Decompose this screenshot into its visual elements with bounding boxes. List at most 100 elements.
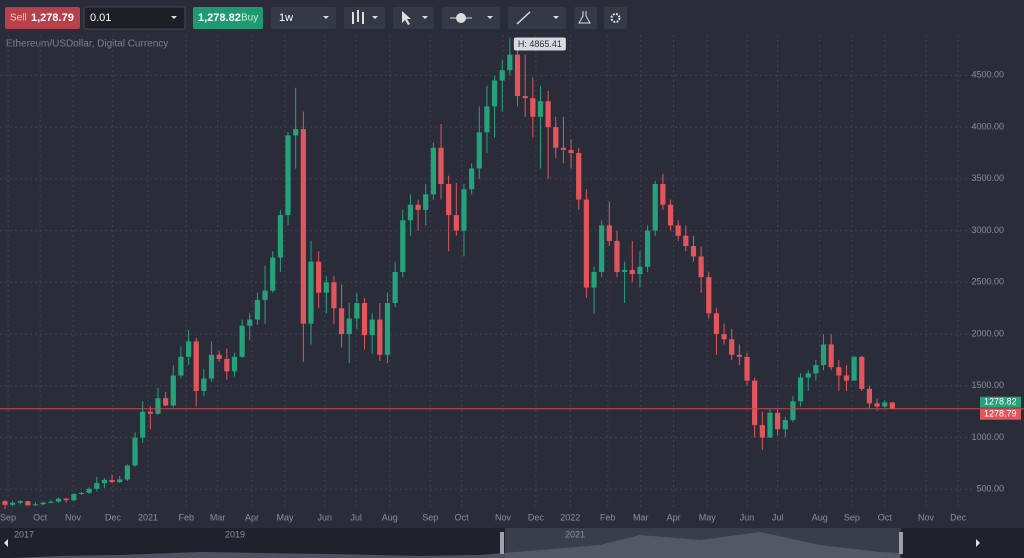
candle-body (415, 204, 421, 210)
candle-body (744, 356, 750, 381)
lot-input[interactable] (83, 6, 186, 30)
candle-body (499, 70, 505, 81)
candle-body (591, 271, 597, 288)
flask-icon (578, 11, 591, 24)
candle-body (637, 266, 643, 275)
x-tick-label: Sep (0, 512, 16, 522)
candle-body (254, 299, 261, 320)
high-callout: H: 4865.41 (518, 39, 562, 49)
candle-body (331, 282, 337, 309)
candle-body (63, 498, 69, 501)
candle-body (32, 504, 39, 506)
candle-body (782, 419, 788, 430)
candle-body (729, 339, 735, 355)
candle-body (568, 149, 574, 153)
gear-icon (610, 13, 621, 23)
indicators-button[interactable] (574, 7, 597, 29)
candle-body (117, 479, 123, 483)
candle-body (25, 501, 31, 506)
candle-body (346, 318, 352, 335)
candle-body (721, 334, 727, 340)
candle-body (438, 147, 444, 185)
candle-body (576, 152, 582, 200)
x-tick-label: Apr (667, 512, 681, 522)
candle-body (193, 341, 199, 391)
cursor-button[interactable] (393, 7, 434, 29)
candle-body (377, 319, 383, 355)
candle-body (889, 402, 895, 409)
candle-body (545, 101, 551, 128)
ask-label: 1278.82 (984, 397, 1017, 407)
y-tick-label: 1000.00 (971, 432, 1004, 442)
candle-body (805, 373, 811, 378)
candle-body (813, 365, 819, 374)
candle-body (629, 269, 635, 275)
candle-body (469, 168, 475, 190)
candle-body (446, 184, 452, 216)
draw-button[interactable] (508, 7, 566, 29)
x-tick-label: Mar (210, 512, 226, 522)
caret (487, 16, 493, 19)
buy-label: Buy (241, 13, 258, 24)
ask-label-bg (980, 396, 1021, 408)
y-tick-label: 2500.00 (971, 277, 1004, 287)
x-tick-label: Apr (245, 512, 259, 522)
candle-body (484, 106, 490, 133)
buy-button[interactable] (193, 7, 263, 29)
candle-body (453, 215, 459, 231)
candle-body (109, 479, 115, 483)
instrument-name: Ethereum/USDollar, Digital Currency (6, 39, 168, 50)
navigator-handle[interactable] (500, 532, 504, 554)
sell-price: 1,278.79 (31, 12, 74, 24)
candle-body (338, 308, 345, 335)
candle-body (675, 225, 681, 236)
x-tick-label: Jul (772, 512, 784, 522)
candle-body (736, 354, 742, 357)
candle-body (866, 388, 873, 404)
candle-body (94, 483, 100, 489)
candle-body (843, 375, 850, 381)
clock-icon (456, 13, 466, 23)
x-tick-label: Dec (950, 512, 967, 522)
candle-body (698, 256, 704, 278)
chart-type-button[interactable] (344, 7, 385, 29)
candle-body (124, 465, 130, 480)
x-tick-label: 2022 (560, 512, 580, 522)
candle-body (828, 344, 834, 368)
candle-body (622, 269, 628, 272)
candle-body (308, 261, 314, 324)
x-tick-label: Aug (382, 512, 398, 522)
navigator-area (10, 532, 900, 558)
candle-body (775, 412, 781, 430)
timeframe-select[interactable] (271, 7, 336, 29)
candle-body (323, 282, 329, 293)
candle-body (522, 96, 528, 99)
caret (372, 16, 378, 19)
x-tick-label: Mar (633, 512, 649, 522)
candle-body (790, 401, 796, 420)
candle-body (553, 127, 559, 148)
candle-body (262, 290, 268, 300)
y-tick-label: 1500.00 (971, 380, 1004, 390)
candle-body (507, 54, 513, 71)
y-tick-label: 4500.00 (971, 70, 1004, 80)
candle-body (461, 189, 467, 231)
candle-body (170, 375, 176, 406)
sell-button[interactable] (5, 7, 80, 29)
scroll-left[interactable] (4, 539, 8, 547)
high-callout-bg (513, 37, 566, 51)
navigator-handle[interactable] (899, 532, 903, 554)
navigator: 2017 2019 2021 (0, 528, 1024, 558)
candle-body (713, 313, 720, 335)
x-tick-label: Jun (740, 512, 755, 522)
scroll-right[interactable] (976, 539, 980, 547)
candle-body (86, 488, 92, 493)
candle-body (384, 303, 391, 355)
candle-body (369, 319, 375, 336)
candle-body (270, 257, 276, 291)
candle-body (48, 501, 54, 503)
settings-button[interactable] (604, 7, 627, 29)
y-tick-label: 500.00 (976, 484, 1004, 494)
